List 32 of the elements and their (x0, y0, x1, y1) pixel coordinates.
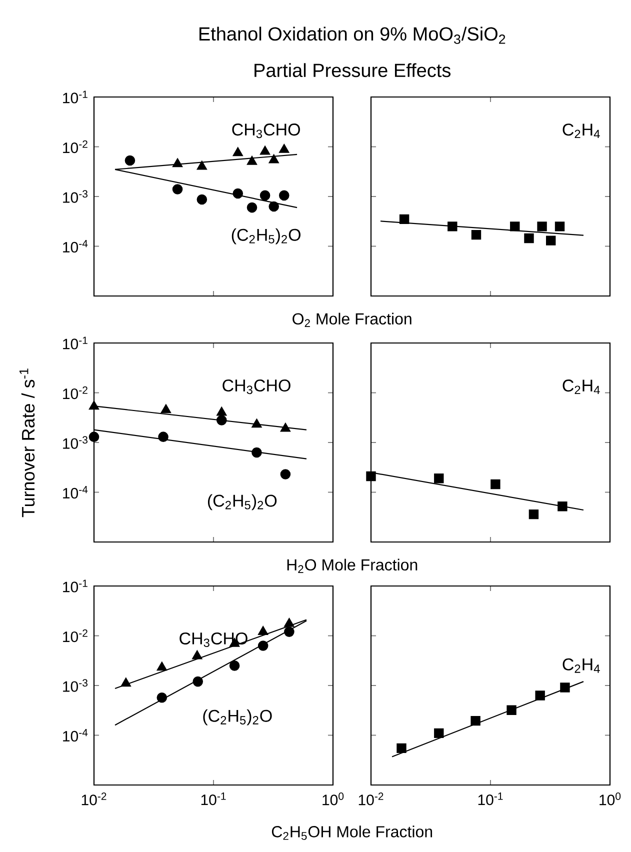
series-label: CH$_{3}$CHO (222, 379, 290, 394)
x-tick-label: 10$^{0}$ (600, 792, 621, 806)
series-label: C$_{2}$H$_{4}$ (562, 658, 600, 673)
y-tick-label: 10$^{-2}$ (63, 629, 88, 642)
x-axis-title: H$_{2}$O Mole Fraction (287, 558, 418, 573)
y-tick-label: 10$^{-1}$ (63, 336, 88, 350)
x-axis-title: O$_{2}$ Mole Fraction (292, 312, 412, 327)
series-label: (C$_{2}$H$_{5}$)$_{2}$O (232, 228, 300, 244)
series-label: (C$_{2}$H$_{5}$)$_{2}$O (208, 494, 277, 510)
text: C$_{2}$H$_{4}$ (562, 124, 600, 138)
y-tick-label: 10$^{-1}$ (63, 90, 88, 104)
x-tick-label: 10$^{-1}$ (478, 792, 503, 806)
x-tick-label: 10$^{0}$ (322, 792, 344, 806)
y-tick-label: 10$^{-3}$ (63, 436, 88, 449)
y-tick-label: 10$^{-4}$ (63, 486, 88, 499)
chart-title: Ethanol Oxidation on 9% MoO$_{3}$/SiO$_{2}$ (199, 26, 506, 44)
y-tick-label: 10$^{-2}$ (63, 140, 88, 154)
y-tick-label: 10$^{-4}$ (63, 240, 88, 253)
x-tick-label: 10$^{-2}$ (82, 792, 106, 806)
x-tick-label: 10$^{-1}$ (201, 792, 226, 806)
series-label: CH$_{3}$CHO (232, 124, 300, 138)
x-axis-title: C$_{2}$H$_{5}$OH Mole Fraction (272, 826, 432, 840)
y-tick-label: 10$^{-4}$ (63, 728, 88, 742)
text: C$_{2}$H$_{4}$ (562, 380, 600, 394)
y-axis-title: Turnover Rate / s$^{-1}$ (20, 368, 35, 518)
y-tick-label: 10$^{-1}$ (63, 580, 88, 592)
series-label: (C$_{2}$H$_{5}$)$_{2}$O (203, 709, 272, 726)
y-tick-label: 10$^{-2}$ (63, 386, 88, 400)
y-tick-label: 10$^{-3}$ (63, 679, 88, 692)
x-tick-label: 10$^{-2}$ (358, 792, 384, 806)
chart-subtitle: Partial Pressure Effects (254, 63, 451, 78)
y-tick-label: 10$^{-3}$ (63, 190, 88, 203)
